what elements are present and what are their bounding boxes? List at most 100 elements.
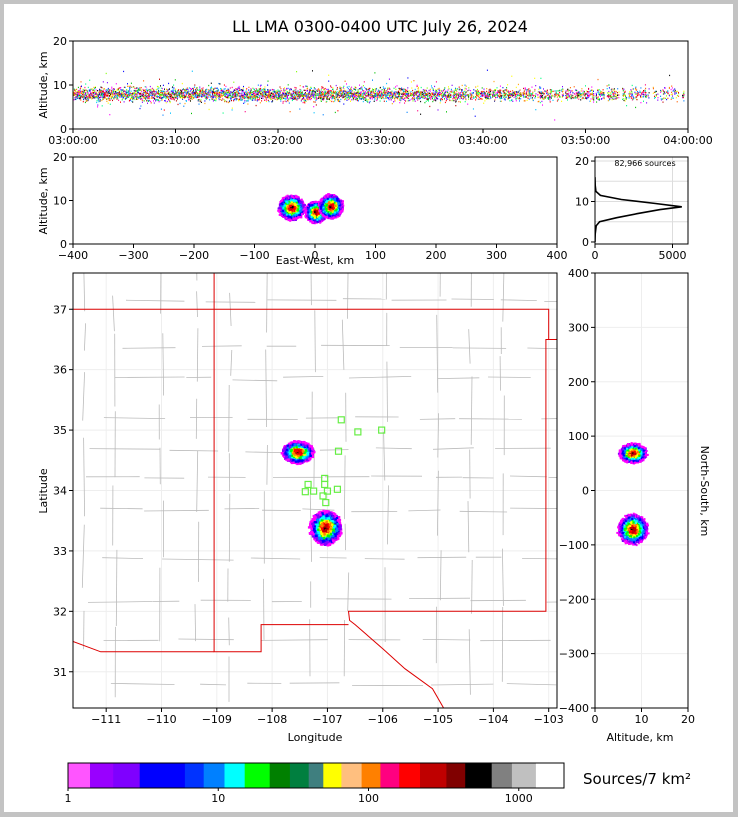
lma-station <box>322 498 330 507</box>
x-tick-label: 04:00:00 <box>663 134 712 147</box>
y-tick-label: 20 <box>575 155 589 168</box>
lma-station <box>333 485 342 493</box>
x-tick-label: 03:40:00 <box>458 134 507 147</box>
pv-source-density <box>280 440 343 547</box>
density-colorbar: 1 10 100 1000 Sources/7 km² <box>65 762 691 805</box>
lma-station <box>323 487 332 495</box>
lma-station <box>310 487 318 495</box>
x-tick-label: 03:50:00 <box>561 134 610 147</box>
colorbar-cell <box>90 763 114 788</box>
y-tick-label: 10 <box>53 79 67 92</box>
colorbar-cell <box>361 763 381 788</box>
lma-station <box>301 488 309 496</box>
time-altitude-panel: 03:00:00 03:10:00 03:20:00 03:30:00 03:40:00… <box>37 35 713 147</box>
y-tick-label: 31 <box>53 666 67 679</box>
east-west-altitude-panel: −400 −300 −200 −100 0 100 200 300 400 0 10 20 East-… <box>37 151 568 267</box>
y-tick-label: 10 <box>575 196 589 209</box>
figure-frame: LL LMA 0300-0400 UTC July 26, 2024 03:00… <box>4 4 733 812</box>
x-tick-label: −107 <box>312 713 342 726</box>
y-tick-label: 0 <box>582 236 589 249</box>
ew-source-density <box>277 193 345 225</box>
x-tick-label: 03:10:00 <box>151 134 200 147</box>
y-tick-label: −400 <box>559 702 589 715</box>
y-tick-label: 300 <box>568 321 589 334</box>
lma-station <box>304 480 312 489</box>
y-tick-label: 0 <box>582 485 589 498</box>
lma-station <box>334 447 343 455</box>
x-tick-label: 400 <box>547 249 568 262</box>
x-tick-label: 200 <box>426 249 447 262</box>
x-tick-label: −110 <box>146 713 176 726</box>
x-tick-label: −105 <box>423 713 453 726</box>
lma-station <box>337 416 345 424</box>
x-tick-label: 0 <box>592 249 599 262</box>
altitude-histogram-panel: 0 5000 0 10 20 82,966 sources <box>575 155 689 262</box>
x-tick-label: −200 <box>179 249 209 262</box>
x-tick-label: −103 <box>534 713 564 726</box>
x-tick-label: −106 <box>368 713 398 726</box>
colorbar-cell <box>399 763 421 788</box>
colorbar-cell <box>68 763 91 788</box>
colorbar-cell <box>465 763 493 788</box>
lma-station <box>321 480 329 489</box>
x-tick-label: 03:00:00 <box>48 134 97 147</box>
y-tick-label: 37 <box>53 303 67 316</box>
ns-source-density <box>616 442 650 547</box>
x-tick-label: 0 <box>592 713 599 726</box>
y-tick-label: 20 <box>53 151 67 164</box>
ns-ylabel: North-South, km <box>698 446 711 537</box>
x-tick-label: 10 <box>635 713 649 726</box>
x-tick-label: −104 <box>478 713 508 726</box>
x-tick-label: 03:30:00 <box>356 134 405 147</box>
colorbar-cell <box>323 763 342 788</box>
y-tick-label: −300 <box>559 648 589 661</box>
x-tick-label: 5000 <box>659 249 687 262</box>
x-tick-label: 20 <box>681 713 695 726</box>
colorbar-cell <box>113 763 141 788</box>
y-tick-label: 100 <box>568 430 589 443</box>
colorbar-cell <box>289 763 310 788</box>
colorbar-tick-label: 100 <box>358 792 379 805</box>
x-tick-label: −400 <box>58 249 88 262</box>
y-tick-label: 0 <box>60 123 67 136</box>
ew-xlabel: East-West, km <box>276 254 354 267</box>
y-tick-label: 400 <box>568 267 589 280</box>
histogram-source-count: 82,966 sources <box>614 159 675 168</box>
y-tick-label: 34 <box>53 485 67 498</box>
colorbar-cell <box>224 763 246 788</box>
ns-xlabel: Altitude, km <box>606 731 673 744</box>
x-tick-label: −111 <box>91 713 121 726</box>
colorbar-cell <box>420 763 447 788</box>
x-tick-label: 100 <box>365 249 386 262</box>
x-tick-label: 300 <box>486 249 507 262</box>
y-tick-label: 32 <box>53 605 67 618</box>
figure-canvas: LL LMA 0300-0400 UTC July 26, 2024 03:00… <box>37 17 713 805</box>
colorbar-cell <box>244 763 271 788</box>
x-tick-label: 03:20:00 <box>253 134 302 147</box>
colorbar-cell <box>446 763 466 788</box>
colorbar-cell <box>139 763 186 788</box>
y-tick-label: 0 <box>60 238 67 251</box>
colorbar-cell <box>511 763 537 788</box>
new-mexico-border <box>73 308 557 708</box>
ta-ylabel: Altitude, km <box>37 51 50 118</box>
y-tick-label: −200 <box>559 593 589 606</box>
x-tick-label: −109 <box>202 713 232 726</box>
lma-station <box>321 474 329 483</box>
y-tick-label: 200 <box>568 376 589 389</box>
ew-ylabel: Altitude, km <box>37 167 50 234</box>
colorbar-cell <box>203 763 225 788</box>
y-tick-label: 36 <box>53 364 67 377</box>
colorbar-cell <box>380 763 400 788</box>
mexico-border <box>73 641 215 653</box>
colorbar-cell <box>535 763 565 788</box>
plan-view-panel: −111 −110 −109 −108 −107 −106 −105 −104 −103 31 32… <box>37 272 564 744</box>
histogram-curve <box>595 177 682 243</box>
lma-station <box>378 426 386 434</box>
colorbar-cell <box>269 763 291 788</box>
colorbar-cell <box>491 763 513 788</box>
x-tick-label: −100 <box>239 249 269 262</box>
y-tick-label: 20 <box>53 35 67 48</box>
y-tick-label: 33 <box>53 545 67 558</box>
colorbar-label: Sources/7 km² <box>583 770 691 788</box>
